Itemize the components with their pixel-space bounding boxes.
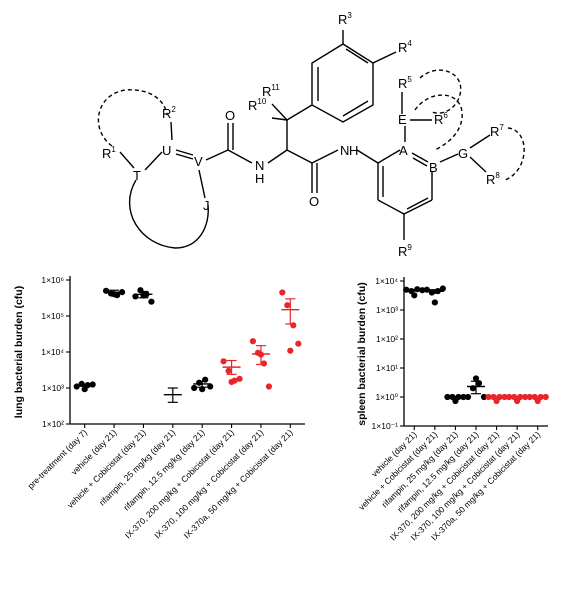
data-point xyxy=(464,393,472,401)
x-category-label: IX-370a, 50 mg/kg + Cobicistat (day 21) xyxy=(182,427,295,540)
atom-E: E xyxy=(398,112,407,127)
data-point xyxy=(137,287,144,294)
data-point xyxy=(428,289,435,296)
y-tick-label: 1×10³ xyxy=(376,305,398,315)
data-point xyxy=(431,299,438,306)
atom-R7: R7 xyxy=(490,123,504,139)
atom-R5: R5 xyxy=(398,75,412,91)
data-point xyxy=(411,292,418,299)
data-point xyxy=(228,378,235,386)
atom-A: A xyxy=(399,143,408,158)
y-tick-label: 1×10² xyxy=(376,334,398,344)
data-point xyxy=(439,285,446,292)
atom-H1: H xyxy=(255,171,264,186)
y-tick-label: 1×10⁴ xyxy=(375,276,398,286)
atom-V: V xyxy=(194,154,203,169)
data-point xyxy=(534,397,541,405)
atom-R11: R11 xyxy=(262,83,280,99)
y-axis-title: spleen bacterial burden (cfu) xyxy=(356,282,368,426)
data-point xyxy=(284,302,291,309)
spleen-burden-chart: 1×10⁻¹ 1×10⁰ 1×10¹ 1×10² 1×10³ 1×10⁴ spleen ba… xyxy=(356,276,549,542)
data-point xyxy=(148,298,155,305)
atom-T: T xyxy=(133,168,141,183)
data-point xyxy=(290,322,297,329)
x-category-label: IX-370, 100 mg/kg + Cobicistat (day 21) xyxy=(152,427,265,540)
y-axis-title: lung bacterial burden (cfu) xyxy=(13,286,25,418)
data-point xyxy=(480,393,488,401)
y-tick-label: 1×10⁻¹ xyxy=(372,421,399,431)
data-point xyxy=(236,375,243,382)
x-category-label: IX-370, 200 mg/kg + Cobicistat (day 21) xyxy=(123,427,236,540)
atom-R8: R8 xyxy=(486,171,500,187)
data-point xyxy=(202,376,209,383)
data-point xyxy=(452,397,459,405)
atom-R6: R6 xyxy=(434,111,448,127)
data-point xyxy=(220,358,227,365)
structure-labels: R1 T U R2 V J O N H O N H R10 R11 R3 R4 … xyxy=(102,11,504,259)
atom-N1: N xyxy=(255,158,264,173)
data-point xyxy=(295,340,302,347)
atom-H2: H xyxy=(349,143,358,158)
atom-B: B xyxy=(429,160,438,175)
data-point xyxy=(81,386,88,393)
data-point xyxy=(260,360,268,367)
atom-R10: R10 xyxy=(248,97,267,113)
data-point xyxy=(279,289,286,296)
data-point xyxy=(287,347,294,354)
atom-N2: N xyxy=(340,143,349,158)
y-tick-label: 1×10⁶ xyxy=(41,275,64,285)
data-point xyxy=(225,367,232,374)
atom-J: J xyxy=(203,198,210,213)
data-point xyxy=(249,338,257,345)
y-tick-label: 1×10¹ xyxy=(376,363,398,373)
right-dashed-arc-1 xyxy=(419,69,462,114)
y-tick-label: 1×10² xyxy=(42,419,64,429)
right-dashed-arc-2 xyxy=(414,94,463,151)
data-point xyxy=(472,375,480,382)
y-tick-label: 1×10⁴ xyxy=(41,347,64,357)
right-dashed-arc-3 xyxy=(504,127,525,181)
atom-R4: R4 xyxy=(398,39,412,55)
atom-R2: R2 xyxy=(162,105,176,121)
atom-G: G xyxy=(458,146,468,161)
y-tick-label: 1×10³ xyxy=(42,383,64,393)
lung-burden-chart: 1×10² 1×10³ 1×10⁴ 1×10⁵ 1×10⁶ lung bacterial … xyxy=(13,275,305,540)
atom-O2: O xyxy=(309,194,319,209)
data-point xyxy=(207,383,214,390)
data-point xyxy=(265,383,273,390)
left-ring-arc xyxy=(128,179,209,249)
data-point xyxy=(514,397,521,405)
chemical-structure xyxy=(97,30,525,249)
data-point xyxy=(191,384,198,392)
left-dashed-arc xyxy=(97,89,168,147)
y-tick-label: 1×10⁵ xyxy=(41,311,64,321)
atom-R9: R9 xyxy=(398,243,412,259)
atom-U: U xyxy=(162,143,171,158)
y-tick-label: 1×10⁰ xyxy=(375,392,398,402)
atom-R1: R1 xyxy=(102,145,116,161)
data-point xyxy=(493,397,500,405)
atom-O1: O xyxy=(225,108,235,123)
atom-R3: R3 xyxy=(338,11,352,27)
